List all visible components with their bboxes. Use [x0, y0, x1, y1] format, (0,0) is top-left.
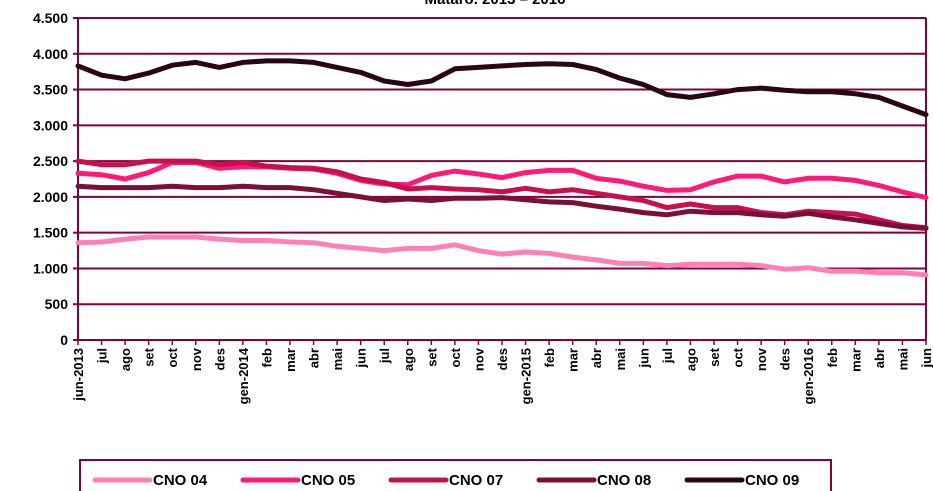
x-tick-label: nov [471, 347, 486, 371]
x-tick-label: abr [307, 348, 322, 368]
legend-label: CNO 07 [449, 472, 503, 489]
x-tick-label: oct [165, 347, 180, 367]
x-tick-label: mar [283, 348, 298, 372]
x-tick-label: jul [95, 348, 110, 364]
x-tick-label: gen-2015 [519, 348, 534, 404]
x-tick-label: gen-2014 [236, 347, 251, 404]
y-tick-label: 2.500 [33, 153, 68, 169]
x-tick-label: set [142, 347, 157, 366]
x-tick-label: jun [354, 348, 369, 369]
x-axis-ticks: jun-2013 jul ago set oct nov des gen-2014 feb mar… [71, 340, 933, 404]
x-tick-label: nov [754, 347, 769, 371]
series-line-cno-05 [75, 160, 929, 201]
x-tick-label: gen-2016 [801, 348, 816, 404]
x-tick-label: jun [636, 348, 651, 369]
series-lines [75, 58, 929, 278]
x-tick-label: feb [259, 348, 274, 368]
x-tick-label: abr [872, 348, 887, 368]
x-tick-label: mar [848, 348, 863, 372]
x-tick-label: des [495, 348, 510, 370]
x-tick-label: ago [401, 348, 416, 371]
x-tick-label: mai [330, 348, 345, 370]
y-tick-label: 2.000 [33, 189, 68, 205]
legend-label: CNO 08 [597, 472, 651, 489]
x-tick-label: nov [189, 347, 204, 371]
legend-label: CNO 09 [745, 472, 799, 489]
x-tick-label: ago [118, 348, 133, 371]
x-tick-label: feb [542, 348, 557, 368]
series-line-cno-09 [75, 58, 929, 118]
x-tick-label: ago [683, 348, 698, 371]
x-tick-label: abr [589, 348, 604, 368]
x-tick-label: des [212, 348, 227, 370]
x-tick-label: feb [825, 348, 840, 368]
y-tick-label: 500 [45, 296, 69, 312]
x-tick-label: oct [731, 347, 746, 367]
y-tick-label: 3.000 [33, 117, 68, 133]
x-tick-label: mai [613, 348, 628, 370]
y-tick-label: 4.000 [33, 46, 68, 62]
x-tick-label: jun [919, 348, 933, 369]
x-tick-label: jun-2013 [71, 348, 86, 402]
x-tick-label: mai [895, 348, 910, 370]
x-tick-label: set [424, 347, 439, 366]
series-line-cno-08 [75, 183, 929, 231]
x-tick-label: oct [448, 347, 463, 367]
y-tick-label: 4.500 [33, 10, 68, 26]
y-tick-label: 3.500 [33, 82, 68, 98]
legend-box [79, 459, 832, 491]
chart-title: Mataró. 2013 – 2016 [425, 0, 566, 8]
x-tick-label: set [707, 347, 722, 366]
x-tick-label: des [778, 348, 793, 370]
legend-label: CNO 05 [301, 472, 355, 489]
y-axis-ticks: 0 500 1.000 1.500 2.000 2.500 3.000 3.500 4.000 4… [33, 10, 78, 348]
series-line-cno-04 [75, 234, 929, 278]
y-tick-label: 1.000 [33, 260, 68, 276]
y-tick-label: 0 [60, 332, 68, 348]
legend: CNO 04 CNO 05 CNO 07 CNO 08 CNO 09 [79, 459, 832, 491]
x-tick-label: mar [566, 348, 581, 372]
legend-label: CNO 04 [153, 472, 208, 489]
x-tick-label: jul [377, 348, 392, 364]
x-tick-label: jul [660, 348, 675, 364]
y-tick-label: 1.500 [33, 225, 68, 241]
